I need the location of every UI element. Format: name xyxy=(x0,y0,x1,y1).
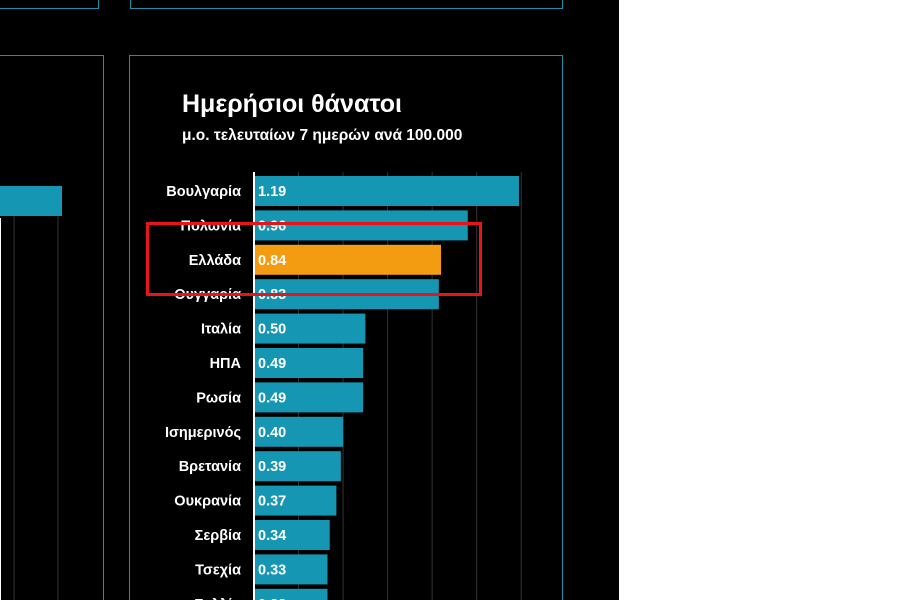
bar-4 xyxy=(254,313,366,344)
value-label: 0.39 xyxy=(258,459,286,475)
category-label: Βουλγαρία xyxy=(166,184,241,200)
bar-8 xyxy=(254,451,341,482)
bar-0 xyxy=(254,176,519,206)
bar-5 xyxy=(254,348,364,378)
bar-10 xyxy=(254,520,330,550)
value-label: 0.33 xyxy=(258,597,286,600)
bar xyxy=(0,186,62,216)
category-label: Σερβία xyxy=(195,528,241,544)
bar-11 xyxy=(254,554,328,585)
left-chart-panel xyxy=(0,55,104,600)
bar-9 xyxy=(254,485,337,516)
dashboard-background: Ημερήσιοι θάνατοι μ.ο. τελευταίων 7 ημερ… xyxy=(0,0,619,600)
category-label: Ιταλία xyxy=(201,322,241,338)
highlight-annotation-box xyxy=(146,222,482,296)
category-label: Ρωσία xyxy=(196,390,241,406)
value-label: 0.34 xyxy=(258,528,286,544)
left-chart-partial xyxy=(0,186,62,600)
category-label: ΗΠΑ xyxy=(210,356,242,372)
chart-title: Ημερήσιοι θάνατοι xyxy=(182,90,402,118)
bar-2 xyxy=(254,244,442,275)
bar-12 xyxy=(254,588,328,600)
value-label: 1.19 xyxy=(258,184,286,200)
category-label: Βρετανία xyxy=(179,459,241,475)
value-label: 0.33 xyxy=(258,562,286,578)
value-label: 0.49 xyxy=(258,390,286,406)
bar-6 xyxy=(254,382,364,413)
chart-subtitle: μ.ο. τελευταίων 7 ημερών ανά 100.000 xyxy=(182,127,463,144)
value-label: 0.49 xyxy=(258,356,286,372)
value-label: 0.40 xyxy=(258,425,286,441)
category-label: Ελλάδα xyxy=(189,253,241,269)
deaths-chart-panel xyxy=(129,55,563,600)
value-label: 0.37 xyxy=(258,494,286,510)
category-label: Τσεχία xyxy=(195,562,241,578)
category-label: Γαλλία xyxy=(194,597,241,600)
bar-7 xyxy=(254,416,344,447)
category-label: Ουκρανία xyxy=(174,494,241,510)
top-right-panel xyxy=(130,0,563,9)
top-left-panel xyxy=(0,0,99,9)
value-label: 0.84 xyxy=(258,253,286,269)
category-label: Ισημερινός xyxy=(165,425,241,441)
value-label: 0.50 xyxy=(258,322,286,338)
bar-1 xyxy=(254,210,468,241)
